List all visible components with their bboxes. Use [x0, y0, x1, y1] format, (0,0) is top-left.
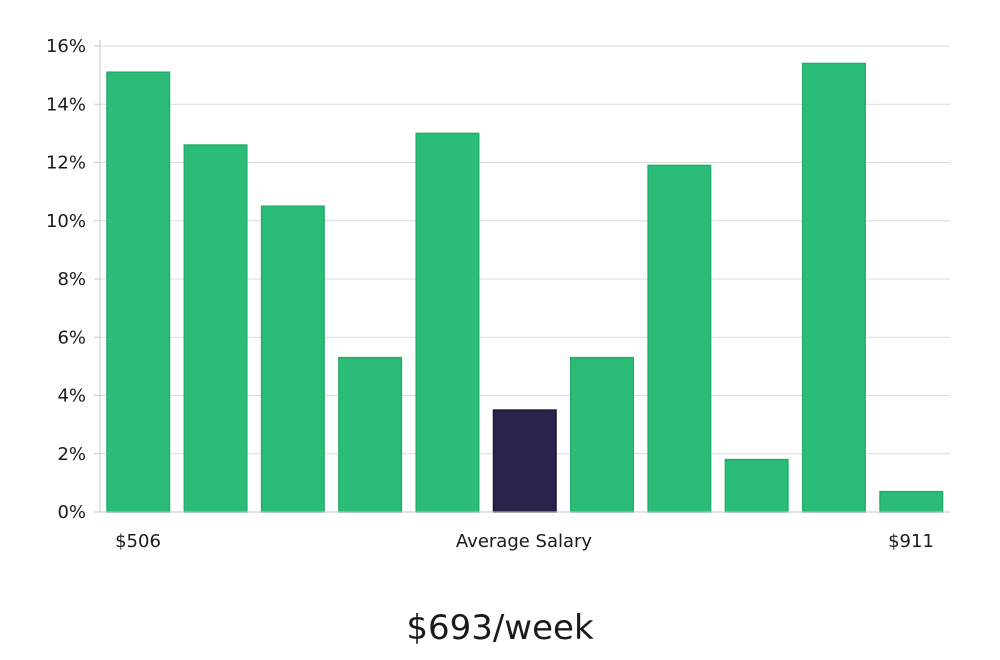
- y-tick-label: 12%: [46, 153, 86, 174]
- bar: [260, 205, 325, 513]
- x-max-label: $911: [888, 531, 934, 552]
- bar: [647, 164, 712, 513]
- x-center-label: Average Salary: [456, 531, 593, 552]
- y-tick-label: 16%: [46, 36, 86, 57]
- y-tick-label: 4%: [57, 386, 86, 407]
- bars: [106, 62, 944, 513]
- bar: [338, 356, 403, 513]
- y-tick-label: 6%: [57, 327, 86, 348]
- bar: [879, 490, 944, 513]
- bar-highlighted: [492, 409, 557, 513]
- bar: [724, 458, 789, 513]
- y-axis-ticks: 0% 2% 4% 6% 8% 10% 12% 14% 16%: [46, 36, 100, 523]
- y-tick-label: 8%: [57, 269, 86, 290]
- average-salary-value: $693/week: [406, 608, 594, 648]
- bar: [801, 62, 866, 513]
- bar: [183, 144, 248, 513]
- x-min-label: $506: [115, 531, 161, 552]
- y-tick-label: 10%: [46, 211, 86, 232]
- bar: [415, 132, 480, 513]
- y-tick-label: 0%: [57, 502, 86, 523]
- bar: [106, 71, 171, 513]
- y-tick-label: 14%: [46, 94, 86, 115]
- bar: [570, 356, 635, 513]
- y-tick-label: 2%: [57, 444, 86, 465]
- salary-distribution-chart: 0% 2% 4% 6% 8% 10% 12% 14% 16% $506 Average Sala…: [46, 36, 950, 552]
